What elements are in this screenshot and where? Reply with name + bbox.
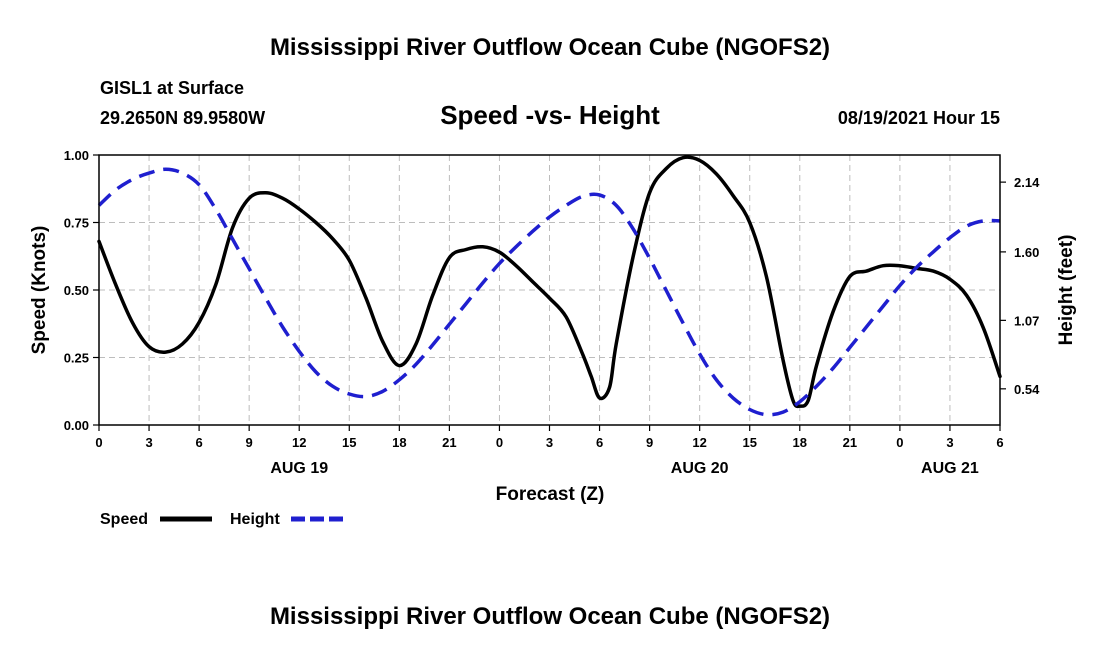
series-layer bbox=[97, 155, 1002, 417]
date-label: AUG 20 bbox=[671, 460, 729, 477]
chart-subtitle: Speed -vs- Height bbox=[440, 100, 660, 130]
x-tick-label: 15 bbox=[742, 435, 756, 450]
date-label: AUG 21 bbox=[921, 460, 979, 477]
y-tick-label: 0.00 bbox=[64, 418, 89, 433]
location-label: 29.2650N 89.9580W bbox=[100, 108, 265, 128]
height-series-line bbox=[97, 167, 1001, 417]
x-tick-label: 3 bbox=[546, 435, 553, 450]
x-tick-label: 18 bbox=[392, 435, 406, 450]
date-labels: AUG 19 AUG 20 AUG 21 bbox=[270, 460, 979, 477]
x-tick-label: 18 bbox=[793, 435, 807, 450]
y2-tick-label: 1.60 bbox=[1014, 245, 1039, 260]
x-tick-label: 12 bbox=[292, 435, 306, 450]
y2-axis-ticks: 0.54 1.07 1.60 2.14 bbox=[1000, 175, 1040, 397]
y-tick-label: 0.50 bbox=[64, 283, 89, 298]
y-axis-ticks: 0.00 0.25 0.50 0.75 1.00 bbox=[64, 148, 99, 433]
x-tick-label: 0 bbox=[896, 435, 903, 450]
x-tick-label: 3 bbox=[946, 435, 953, 450]
x-tick-label: 3 bbox=[145, 435, 152, 450]
y-axis-label: Speed (Knots) bbox=[29, 226, 50, 355]
y2-axis-label: Height (feet) bbox=[1056, 235, 1077, 346]
grid-lines bbox=[99, 155, 1000, 425]
x-axis-label: Forecast (Z) bbox=[496, 484, 605, 505]
x-tick-label: 21 bbox=[442, 435, 456, 450]
x-axis-ticks: 0 3 6 9 12 15 18 21 0 3 6 9 12 15 18 21 0 3 6 bbox=[95, 425, 1004, 450]
x-tick-label: 21 bbox=[843, 435, 857, 450]
x-tick-label: 15 bbox=[342, 435, 356, 450]
legend: Speed Height bbox=[100, 511, 343, 528]
x-tick-label: 0 bbox=[496, 435, 503, 450]
speed-series-line bbox=[97, 155, 1002, 409]
station-label: GISL1 at Surface bbox=[100, 78, 244, 98]
x-tick-label: 6 bbox=[195, 435, 202, 450]
date-label: AUG 19 bbox=[270, 460, 328, 477]
y-tick-label: 1.00 bbox=[64, 148, 89, 163]
y2-tick-label: 0.54 bbox=[1014, 382, 1040, 397]
legend-speed-label: Speed bbox=[100, 511, 148, 528]
y2-tick-label: 2.14 bbox=[1014, 175, 1040, 190]
x-tick-label: 9 bbox=[646, 435, 653, 450]
x-tick-label: 12 bbox=[692, 435, 706, 450]
legend-height-label: Height bbox=[230, 511, 280, 528]
x-tick-label: 6 bbox=[596, 435, 603, 450]
footer-title: Mississippi River Outflow Ocean Cube (NG… bbox=[270, 603, 830, 630]
timestamp-label: 08/19/2021 Hour 15 bbox=[838, 108, 1000, 128]
x-tick-label: 0 bbox=[95, 435, 102, 450]
chart-title: Mississippi River Outflow Ocean Cube (NG… bbox=[270, 34, 830, 61]
y-tick-label: 0.25 bbox=[64, 351, 89, 366]
x-tick-label: 6 bbox=[996, 435, 1003, 450]
y-tick-label: 0.75 bbox=[64, 216, 89, 231]
x-tick-label: 9 bbox=[246, 435, 253, 450]
y2-tick-label: 1.07 bbox=[1014, 313, 1039, 328]
